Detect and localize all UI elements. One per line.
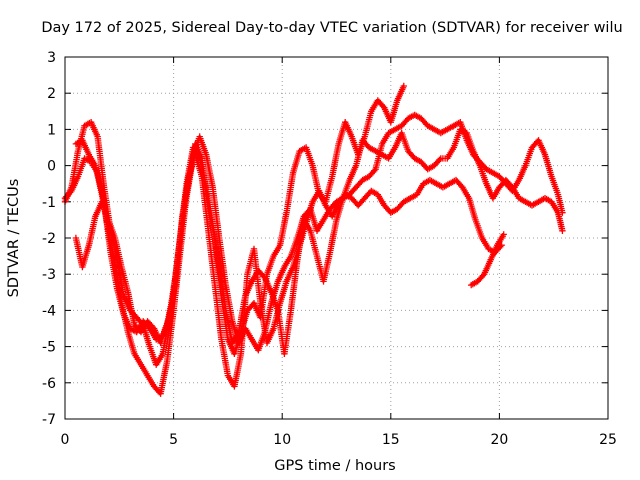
x-tick-label: 5	[169, 432, 178, 448]
y-tick-label: 2	[47, 86, 56, 102]
x-tick-label: 10	[273, 432, 291, 448]
tick-labels: 0 5 10 15 20 25 -7 -6 -5 -4 -3 -2 -1 0 1 2 3	[42, 50, 617, 448]
x-tick-label: 15	[382, 432, 400, 448]
series-5	[468, 231, 507, 289]
y-tick-label: 1	[47, 122, 56, 138]
chart-title: Day 172 of 2025, Sidereal Day-to-day VTE…	[41, 20, 622, 36]
data-marks	[61, 82, 566, 397]
y-axis-label: SDTVAR / TECUs	[6, 179, 22, 298]
y-tick-label: -3	[42, 267, 56, 283]
series-5-markers	[468, 231, 507, 289]
x-tick-label: 0	[61, 432, 70, 448]
x-axis-label: GPS time / hours	[274, 458, 395, 474]
y-tick-label: 0	[47, 159, 56, 175]
y-tick-label: -6	[42, 376, 56, 392]
y-tick-label: -2	[42, 231, 56, 247]
y-tick-label: -5	[42, 340, 56, 356]
y-tick-label: 3	[47, 50, 56, 66]
y-tick-label: -4	[42, 303, 56, 319]
y-tick-label: -1	[42, 195, 56, 211]
x-tick-label: 20	[490, 432, 508, 448]
y-tick-label: -7	[42, 412, 56, 428]
x-tick-label: 25	[599, 432, 617, 448]
plot-border	[64, 56, 609, 420]
